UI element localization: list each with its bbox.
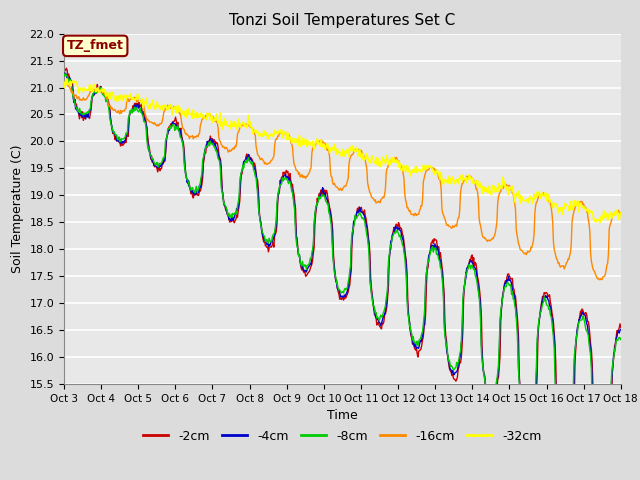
Title: Tonzi Soil Temperatures Set C: Tonzi Soil Temperatures Set C <box>229 13 456 28</box>
Text: TZ_fmet: TZ_fmet <box>67 39 124 52</box>
Legend: -2cm, -4cm, -8cm, -16cm, -32cm: -2cm, -4cm, -8cm, -16cm, -32cm <box>138 425 547 448</box>
Y-axis label: Soil Temperature (C): Soil Temperature (C) <box>11 144 24 273</box>
X-axis label: Time: Time <box>327 409 358 422</box>
